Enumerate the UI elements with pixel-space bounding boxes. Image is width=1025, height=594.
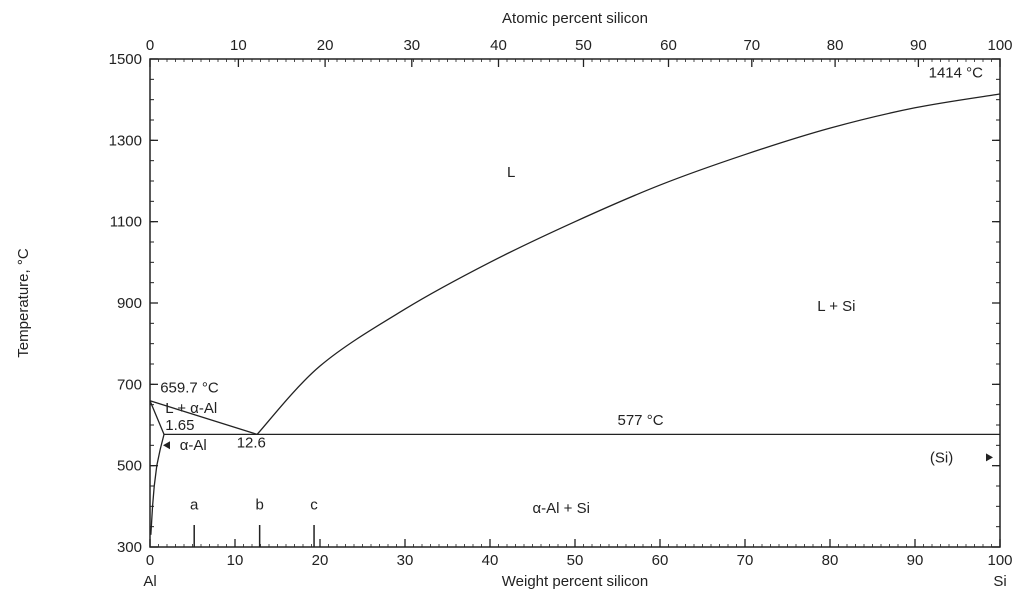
x-top-tick-label: 90 bbox=[910, 37, 927, 54]
endpoint-label-left: Al bbox=[143, 573, 156, 590]
x-bottom-tick-label: 60 bbox=[652, 552, 669, 569]
si-liquidus-curve bbox=[256, 93, 1001, 435]
x-bottom-tick-label: 10 bbox=[227, 552, 244, 569]
phase-boundaries bbox=[149, 93, 1001, 535]
left-arrow-icon bbox=[163, 441, 170, 450]
y-tick-label: 1500 bbox=[109, 51, 142, 68]
annotation-label: c bbox=[310, 497, 318, 514]
y-tick-label: 900 bbox=[117, 295, 142, 312]
annotation-label: α-Al + Si bbox=[533, 500, 590, 517]
annotation-label: a bbox=[190, 497, 199, 514]
composition-markers bbox=[193, 525, 315, 547]
al-liquidus-line bbox=[149, 400, 258, 435]
annotation-label: L + Si bbox=[817, 298, 855, 315]
annotation-label: L + α-Al bbox=[165, 400, 217, 417]
al-solvus-line bbox=[150, 434, 165, 535]
x-top-tick-label: 60 bbox=[660, 37, 677, 54]
x-bottom-tick-label: 40 bbox=[482, 552, 499, 569]
x-bottom-axis-title: Weight percent silicon bbox=[502, 573, 648, 590]
x-bottom-tick-label: 50 bbox=[567, 552, 584, 569]
x-bottom-tick-label: 0 bbox=[146, 552, 154, 569]
annotation-label: α-Al bbox=[180, 437, 207, 454]
x-top-axis-title: Atomic percent silicon bbox=[502, 10, 648, 27]
annotation-label: 1414 °C bbox=[929, 64, 984, 81]
annotation-label: 1.65 bbox=[165, 417, 194, 434]
annotation-label: 12.6 bbox=[237, 434, 266, 451]
annotation-label: 577 °C bbox=[618, 412, 664, 429]
x-top-tick-label: 80 bbox=[827, 37, 844, 54]
x-bottom-tick-label: 70 bbox=[737, 552, 754, 569]
annotation-label: (Si) bbox=[930, 449, 953, 466]
y-tick-label: 1300 bbox=[109, 132, 142, 149]
x-top-tick-label: 0 bbox=[146, 37, 154, 54]
plot-frame bbox=[149, 58, 1001, 548]
x-top-tick-label: 40 bbox=[490, 37, 507, 54]
y-tick-label: 700 bbox=[117, 376, 142, 393]
x-bottom-tick-label: 20 bbox=[312, 552, 329, 569]
phase-labels: 1414 °C L L + Si 659.7 °C L + α-Al1.65 577 °C… bbox=[160, 64, 993, 517]
x-top-tick-label: 30 bbox=[403, 37, 420, 54]
x-top-tick-label: 50 bbox=[575, 37, 592, 54]
x-bottom-tick-label: 100 bbox=[987, 552, 1012, 569]
x-top-tick-label: 20 bbox=[317, 37, 334, 54]
y-tick-label: 1100 bbox=[110, 214, 142, 231]
x-bottom-tick-label: 80 bbox=[822, 552, 839, 569]
right-arrow-icon bbox=[986, 453, 993, 462]
endpoint-label-right: Si bbox=[993, 573, 1006, 590]
y-tick-label: 500 bbox=[117, 458, 142, 475]
y-tick-label: 300 bbox=[117, 539, 142, 556]
annotation-label: L bbox=[507, 164, 515, 181]
x-bottom-tick-label: 90 bbox=[907, 552, 924, 569]
eutectic-isotherm bbox=[149, 400, 1000, 436]
annotation-label: b bbox=[255, 497, 263, 514]
x-top-tick-label: 100 bbox=[987, 37, 1012, 54]
annotation-label: 659.7 °C bbox=[160, 379, 219, 396]
x-top-tick-label: 70 bbox=[743, 37, 760, 54]
x-top-tick-label: 10 bbox=[230, 37, 247, 54]
y-axis-title: Temperature, °C bbox=[15, 248, 32, 358]
x-bottom-tick-label: 30 bbox=[397, 552, 414, 569]
